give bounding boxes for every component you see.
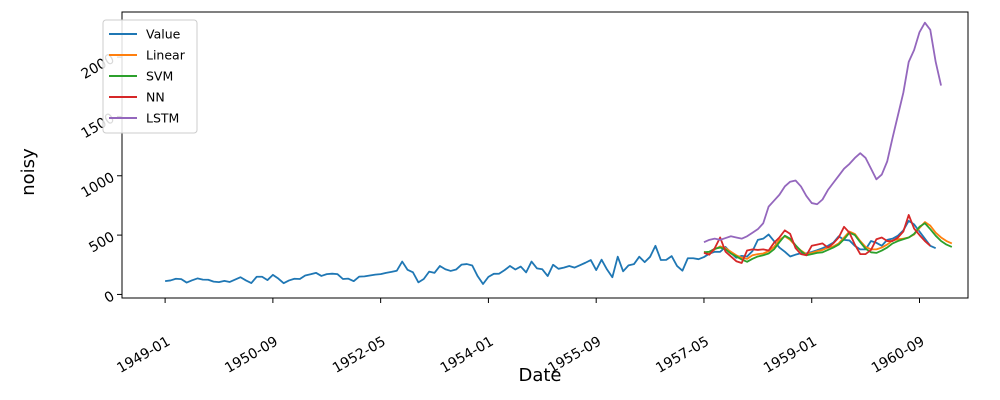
x-axis-label: Date bbox=[518, 365, 561, 386]
plot-area bbox=[122, 12, 968, 298]
legend-label: LSTM bbox=[146, 111, 179, 126]
y-axis-label: noisy bbox=[18, 148, 39, 196]
legend-label: SVM bbox=[146, 69, 173, 84]
series-layer bbox=[164, 21, 953, 285]
legend-label: Linear bbox=[146, 48, 186, 63]
x-tick-label: 1960-09 bbox=[869, 334, 928, 377]
legend-label: Value bbox=[146, 27, 181, 42]
x-tick-label: 1957-05 bbox=[653, 334, 712, 377]
x-tick-label: 1952-05 bbox=[330, 334, 389, 377]
y-tick-label: 1000 bbox=[79, 170, 118, 202]
series-line-nn bbox=[703, 214, 931, 264]
series-line-lstm bbox=[703, 21, 942, 244]
series-line-svm bbox=[703, 222, 953, 263]
x-tick-label: 1949-01 bbox=[114, 334, 173, 377]
y-tick-label: 500 bbox=[86, 229, 117, 256]
legend: Value Linear SVM NN LSTM bbox=[102, 19, 198, 134]
legend-label: NN bbox=[146, 90, 165, 105]
x-tick-label: 1950-09 bbox=[222, 334, 281, 377]
y-tick-label: 0 bbox=[102, 288, 118, 306]
plot-frame bbox=[121, 11, 969, 299]
x-tick-label: 1954-01 bbox=[438, 334, 497, 377]
legend-box bbox=[102, 19, 198, 134]
x-tick-label: 1959-01 bbox=[761, 334, 820, 377]
